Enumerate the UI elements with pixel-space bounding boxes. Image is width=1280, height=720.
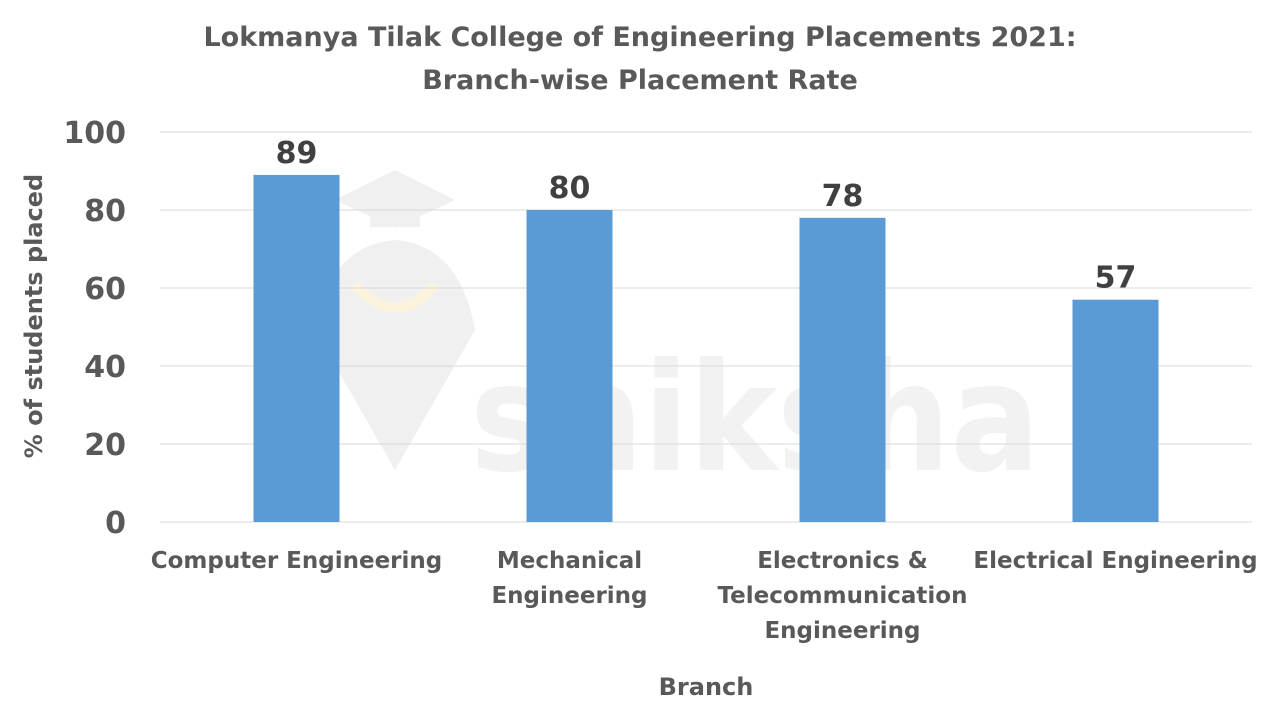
y-tick-label: 40 <box>84 350 126 385</box>
chart-subtitle: Branch-wise Placement Rate <box>422 65 858 96</box>
x-category-label-line: Engineering <box>491 583 647 609</box>
x-category-label-line: Computer Engineering <box>151 548 443 574</box>
data-label: 57 <box>1095 261 1137 296</box>
bars <box>253 174 1159 523</box>
data-label: 89 <box>276 136 318 171</box>
shiksha-logo-icon <box>315 170 475 470</box>
bar <box>526 210 613 522</box>
y-axis-title: % of students placed <box>20 174 48 458</box>
y-tick-label: 20 <box>84 428 126 463</box>
x-category-label-line: Electrical Engineering <box>973 548 1257 574</box>
x-category-label-line: Electronics & <box>757 548 928 574</box>
y-tick-label: 60 <box>84 272 126 307</box>
y-axis-ticks: 0 20 40 60 80 100 <box>63 116 126 541</box>
y-tick-label: 100 <box>63 116 126 151</box>
bar <box>253 174 340 522</box>
y-tick-label: 80 <box>84 194 126 229</box>
x-category-label-line: Telecommunication <box>718 583 968 609</box>
y-tick-label: 0 <box>105 506 126 541</box>
watermark: shiksha <box>315 170 1040 506</box>
data-labels: 89 80 78 57 <box>276 136 1137 296</box>
x-category-label: Electronics & Telecommunication Engineerin… <box>718 548 968 644</box>
x-category-label-line: Engineering <box>764 618 920 644</box>
gridlines <box>160 131 1252 523</box>
x-category-label-line: Mechanical <box>497 548 642 574</box>
x-category-label: Computer Engineering <box>151 548 443 574</box>
x-category-label: Mechanical Engineering <box>491 548 647 609</box>
bar <box>1072 299 1159 522</box>
x-category-label: Electrical Engineering <box>973 548 1257 574</box>
x-axis-title: Branch <box>659 673 754 701</box>
x-axis-categories: Computer Engineering Mechanical Engineerin… <box>151 548 1258 644</box>
bar <box>799 217 886 523</box>
data-label: 80 <box>549 171 591 206</box>
chart-title: Lokmanya Tilak College of Engineering Pl… <box>203 22 1076 53</box>
data-label: 78 <box>822 179 864 214</box>
